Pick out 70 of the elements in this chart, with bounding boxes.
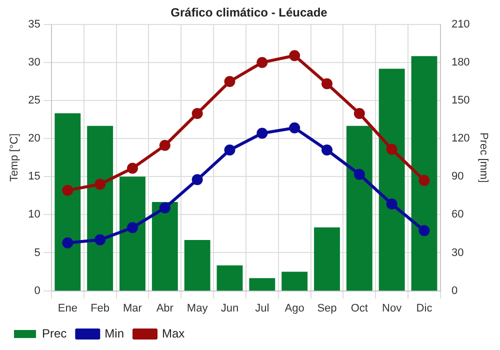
- point: [126, 162, 138, 174]
- bar: [378, 68, 405, 291]
- y2-tick-label: 210: [451, 18, 470, 30]
- point: [256, 56, 268, 68]
- y-axis-title: Temp [°C]: [8, 133, 21, 182]
- point: [256, 128, 268, 139]
- bar: [216, 265, 243, 291]
- x-tick-label: Dic: [416, 302, 433, 314]
- x-tick-label: Nov: [382, 302, 402, 314]
- legend-label: Max: [162, 326, 185, 340]
- x-tick-label: Sep: [317, 302, 337, 314]
- x-tick-label: Ago: [284, 302, 304, 314]
- bar: [54, 113, 81, 291]
- y2-tick-label: 180: [451, 56, 470, 68]
- y-tick-label: 15: [28, 170, 40, 183]
- point: [354, 108, 365, 119]
- point: [321, 144, 332, 156]
- y2-axis-title: Prec [mm]: [477, 132, 490, 183]
- point: [224, 144, 236, 156]
- point: [418, 225, 430, 236]
- y-tick-label: 20: [28, 132, 40, 145]
- point: [321, 78, 332, 90]
- x-tick-label: Oct: [350, 302, 368, 314]
- legend-label: Min: [104, 326, 124, 340]
- legend-label: Prec: [42, 326, 67, 340]
- x-tick-label: Abr: [156, 302, 174, 314]
- bar: [87, 126, 114, 291]
- bar: [249, 278, 276, 291]
- point: [289, 122, 300, 134]
- bar: [184, 240, 210, 291]
- chart-title: Gráfico climático - Léucade: [170, 6, 328, 20]
- point: [386, 198, 398, 210]
- y2-tick-label: 30: [451, 246, 464, 259]
- point: [418, 174, 430, 186]
- point: [94, 234, 106, 246]
- y-tick-label: 0: [34, 284, 40, 297]
- x-tick-label: Jul: [255, 302, 270, 314]
- point: [62, 184, 74, 196]
- x-tick-label: Feb: [90, 302, 110, 314]
- bar: [346, 126, 372, 291]
- point: [159, 202, 170, 214]
- point: [386, 144, 398, 155]
- point: [224, 76, 236, 87]
- x-tick-label: May: [186, 302, 208, 314]
- point: [192, 174, 203, 186]
- point: [62, 237, 74, 248]
- bar: [120, 176, 146, 291]
- bar: [282, 272, 308, 291]
- x-tick-label: Mar: [123, 302, 142, 314]
- y-tick-label: 35: [28, 18, 40, 30]
- point: [289, 50, 300, 62]
- y2-tick-label: 90: [451, 170, 464, 183]
- y-tick-label: 5: [34, 246, 40, 259]
- y-tick-label: 25: [28, 94, 40, 107]
- y2-tick-label: 60: [451, 208, 464, 221]
- point: [192, 108, 203, 119]
- point: [159, 140, 170, 151]
- y2-tick-label: 0: [451, 284, 458, 297]
- bar: [314, 227, 340, 291]
- y-tick-label: 30: [28, 56, 40, 68]
- y2-tick-label: 150: [451, 94, 470, 107]
- bar: [152, 202, 178, 291]
- x-tick-label: Jun: [220, 302, 239, 314]
- x-tick-label: Ene: [58, 302, 78, 314]
- y2-tick-label: 120: [451, 132, 470, 145]
- point: [354, 168, 365, 180]
- point: [94, 178, 106, 190]
- y-tick-label: 10: [28, 208, 40, 221]
- point: [126, 222, 138, 234]
- bar: [411, 56, 438, 291]
